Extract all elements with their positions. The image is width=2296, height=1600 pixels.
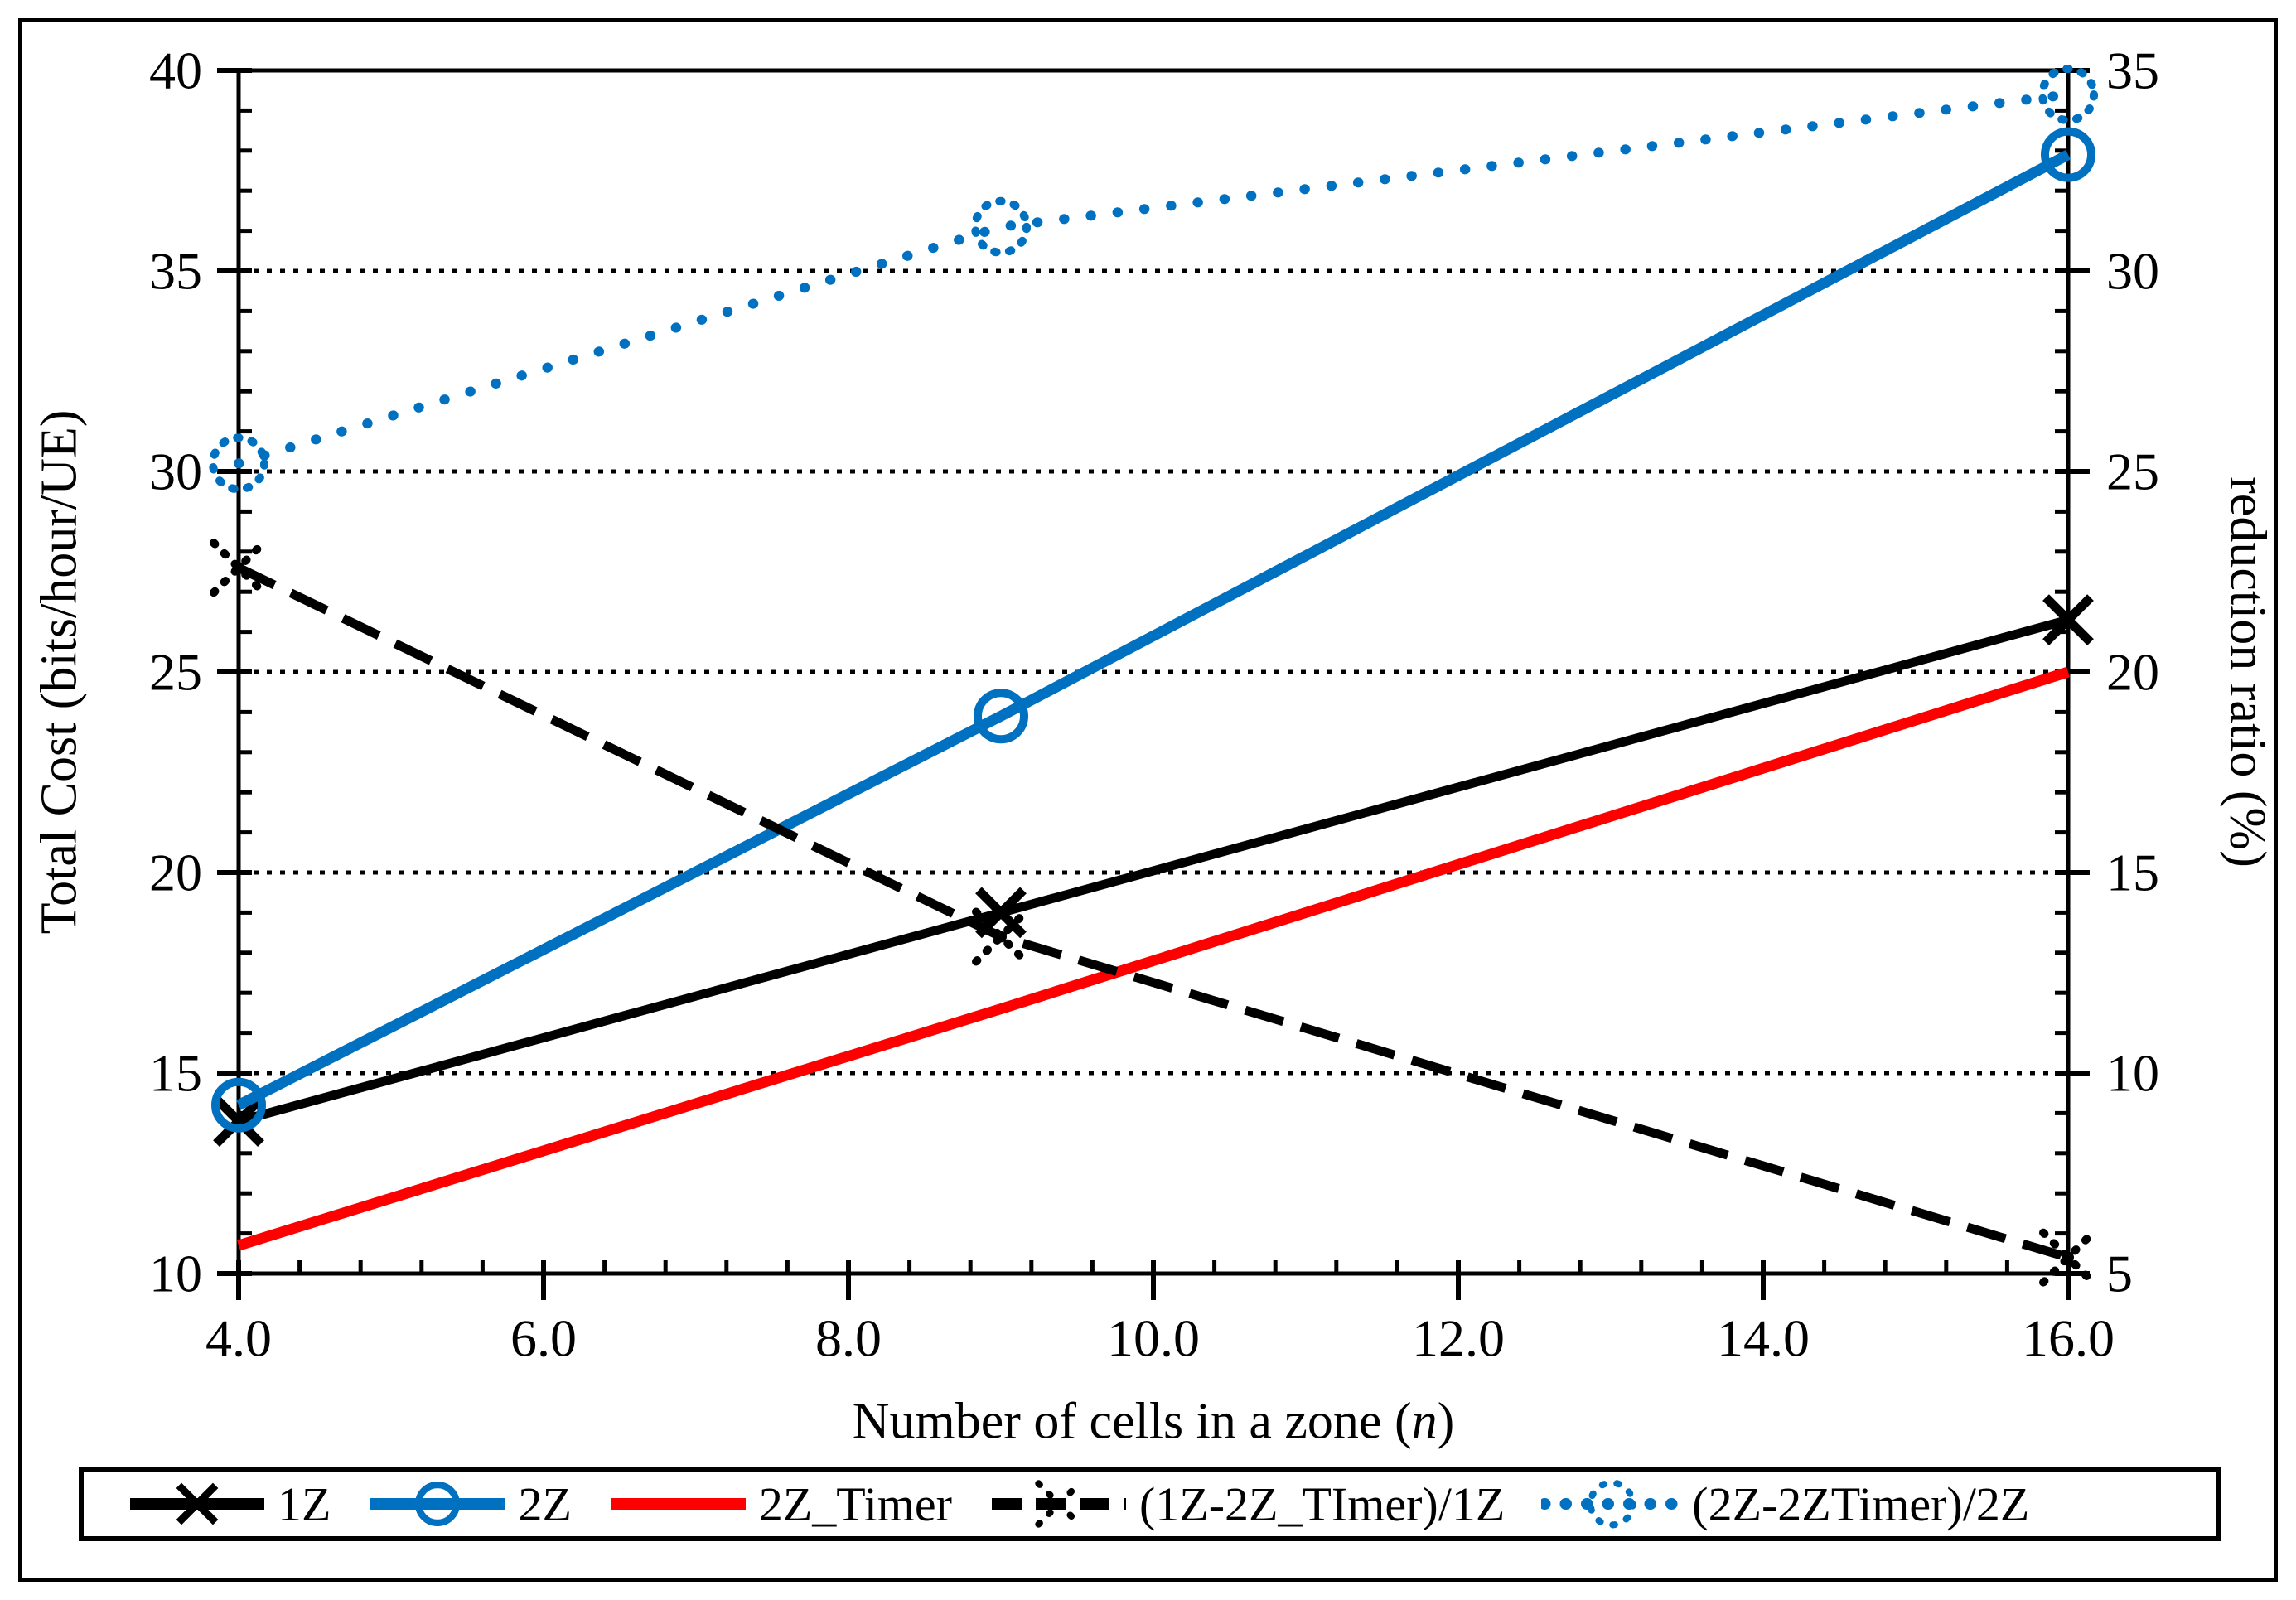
tick-label: 20 (2106, 643, 2159, 702)
tick-label: 15 (2106, 844, 2159, 902)
dotted-x-marker (210, 539, 268, 597)
legend-label-1z: 1Z (278, 1477, 331, 1531)
legend-swatch-1z (130, 1482, 264, 1525)
tick-label: 8.0 (815, 1309, 882, 1368)
legend-swatch-2z-timer (611, 1498, 746, 1510)
tick-label: 30 (149, 442, 202, 501)
tick-label: 5 (2106, 1245, 2133, 1303)
series-line (236, 149, 2071, 1110)
circle-marker (211, 1077, 266, 1133)
tick-label: 12.0 (1412, 1309, 1505, 1368)
legend-label-2z: 2Z (518, 1477, 572, 1531)
tick-label: 16.0 (2022, 1309, 2115, 1368)
legend-label-2z-timer: 2Z_Timer (758, 1477, 952, 1531)
x-marker (176, 1482, 219, 1525)
series-2Z (211, 127, 2095, 1133)
series-1Z (213, 594, 2094, 1147)
tick-label: 40 (149, 41, 202, 100)
series-line (234, 89, 2073, 469)
series-(1Z-2Z_TImer)/1Z (210, 539, 2097, 1287)
tick-label: 35 (149, 242, 202, 301)
left-axis-title: Total Cost (bits/hour/UE) (31, 409, 88, 935)
legend-label-1z-ratio: (1Z-2Z_TImer)/1Z (1138, 1477, 1506, 1531)
dotted-x-marker (2039, 1228, 2097, 1287)
x-axis-title-close-paren: ) (1437, 1393, 1455, 1450)
tick-label: 30 (2106, 242, 2159, 301)
tick-label: 20 (149, 844, 202, 902)
tick-label: 25 (149, 643, 202, 702)
dotted-circle-marker (209, 433, 268, 494)
legend-item-2z: 2Z (367, 1475, 572, 1533)
dotted-circle-marker (1587, 1479, 1636, 1529)
series-2Z_Timer (237, 666, 2070, 1251)
figure-border (18, 18, 2278, 1582)
legend-swatch-2z (370, 1481, 505, 1527)
legend-item-1z: 1Z (127, 1475, 331, 1533)
tick-label: 10 (2106, 1044, 2159, 1103)
legend-swatch-1z-ratio (991, 1480, 1126, 1528)
circle-marker (415, 1481, 461, 1527)
tick-label: 25 (2106, 442, 2159, 501)
legend-swatch-2z-ratio (1541, 1479, 1683, 1529)
gridlines (254, 268, 2058, 1076)
x-axis-title-text: Number of cells in a zone ( (852, 1393, 1412, 1450)
tick-label: 10 (149, 1245, 202, 1303)
dotted-x-marker (1035, 1480, 1083, 1528)
legend-item-2z-ratio: (2Z-2ZTimer)/2Z (1541, 1475, 2029, 1533)
tick-label: 14.0 (1717, 1309, 1810, 1368)
x-marker (2042, 594, 2094, 645)
x-axis-title-variable: n (1411, 1393, 1438, 1450)
tick-label: 10.0 (1107, 1309, 1200, 1368)
x-marker (213, 1095, 264, 1147)
legend-item-2z-timer: 2Z_Timer (608, 1475, 952, 1533)
dotted-x-marker (972, 907, 1030, 966)
legend: 1Z 2Z 2Z_Timer (1Z-2Z_TImer)/1Z (2Z-2ZTi… (79, 1467, 2221, 1541)
tick-label: 6.0 (510, 1309, 577, 1368)
x-axis-title: Number of cells in a zone (n) (853, 1393, 1455, 1452)
tick-label: 35 (2106, 41, 2159, 100)
series-line (237, 666, 2070, 1251)
tick-label: 15 (149, 1044, 202, 1103)
series-(2Z-2ZTimer)/2Z (209, 65, 2098, 494)
legend-label-2z-ratio: (2Z-2ZTimer)/2Z (1692, 1477, 2030, 1531)
circle-marker (2041, 127, 2095, 182)
axes: 10 15 20 25 30 35 40 5 10 15 20 25 30 35 4.0 6.0 8.0 10.0… (149, 41, 2159, 1368)
dotted-circle-marker (971, 196, 1031, 257)
circle-marker (974, 689, 1028, 744)
right-axis-title: reduction ratio (%) (2219, 476, 2276, 868)
tick-label: 4.0 (205, 1309, 272, 1368)
dotted-circle-marker (2038, 65, 2098, 125)
legend-item-1z-ratio: (1Z-2Z_TImer)/1Z (988, 1475, 1505, 1533)
